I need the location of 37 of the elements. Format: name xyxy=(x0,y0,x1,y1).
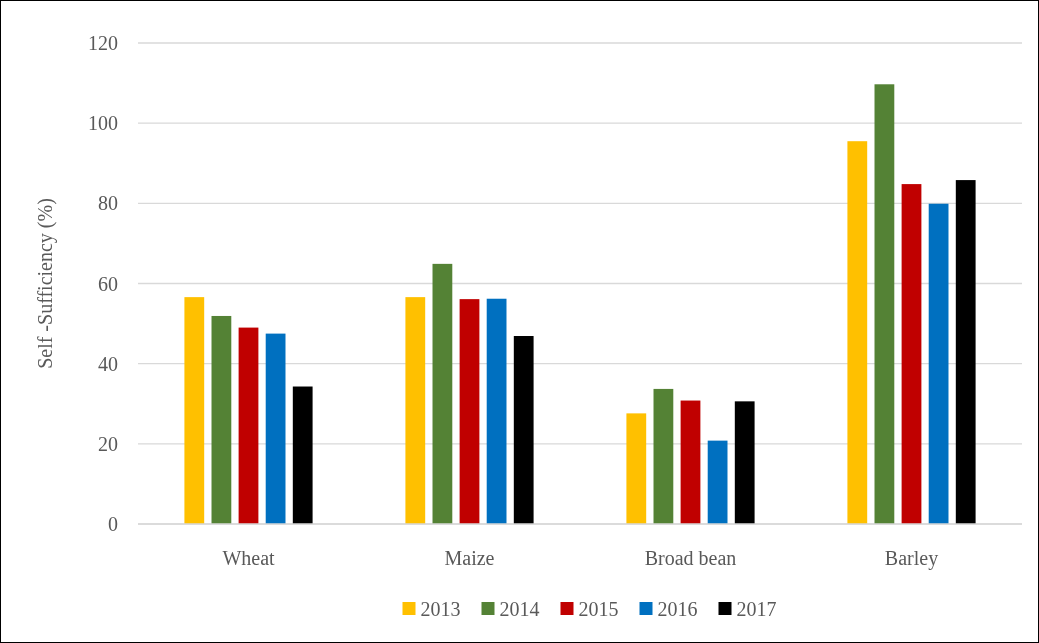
bar xyxy=(847,141,868,524)
bar xyxy=(211,315,232,524)
bar xyxy=(265,333,286,524)
y-tick-label: 0 xyxy=(108,513,118,535)
bar xyxy=(432,263,453,524)
y-axis-title: Self -Sufficiency (%) xyxy=(34,198,57,369)
bar xyxy=(707,440,728,524)
y-tick-label: 120 xyxy=(88,32,118,54)
x-tick-label: Wheat xyxy=(222,547,276,569)
bar xyxy=(874,84,895,524)
y-tick-label: 20 xyxy=(98,432,118,455)
legend-label: 2014 xyxy=(499,598,540,620)
bar xyxy=(513,336,534,524)
bar xyxy=(626,413,647,524)
legend-label: 2013 xyxy=(420,598,461,620)
bar xyxy=(405,297,426,524)
bar xyxy=(486,298,507,524)
bar xyxy=(928,203,949,524)
y-tick-label: 100 xyxy=(88,112,118,135)
y-tick-label: 60 xyxy=(98,272,118,295)
bar xyxy=(184,297,205,524)
y-tick-label: 80 xyxy=(98,192,118,215)
x-tick-label: Broad bean xyxy=(644,547,737,569)
bar xyxy=(653,388,674,524)
bar xyxy=(292,386,313,524)
legend-label: 2017 xyxy=(736,598,777,620)
bar xyxy=(680,400,701,524)
bar xyxy=(901,184,922,524)
legend-label: 2016 xyxy=(657,598,698,620)
bar xyxy=(734,401,755,524)
x-tick-label: Maize xyxy=(444,547,495,569)
y-tick-label: 40 xyxy=(98,352,118,375)
bar xyxy=(955,180,976,524)
legend-label: 2015 xyxy=(578,598,619,620)
bar xyxy=(459,299,480,524)
bar xyxy=(238,327,259,524)
x-tick-label: Barley xyxy=(884,547,939,570)
